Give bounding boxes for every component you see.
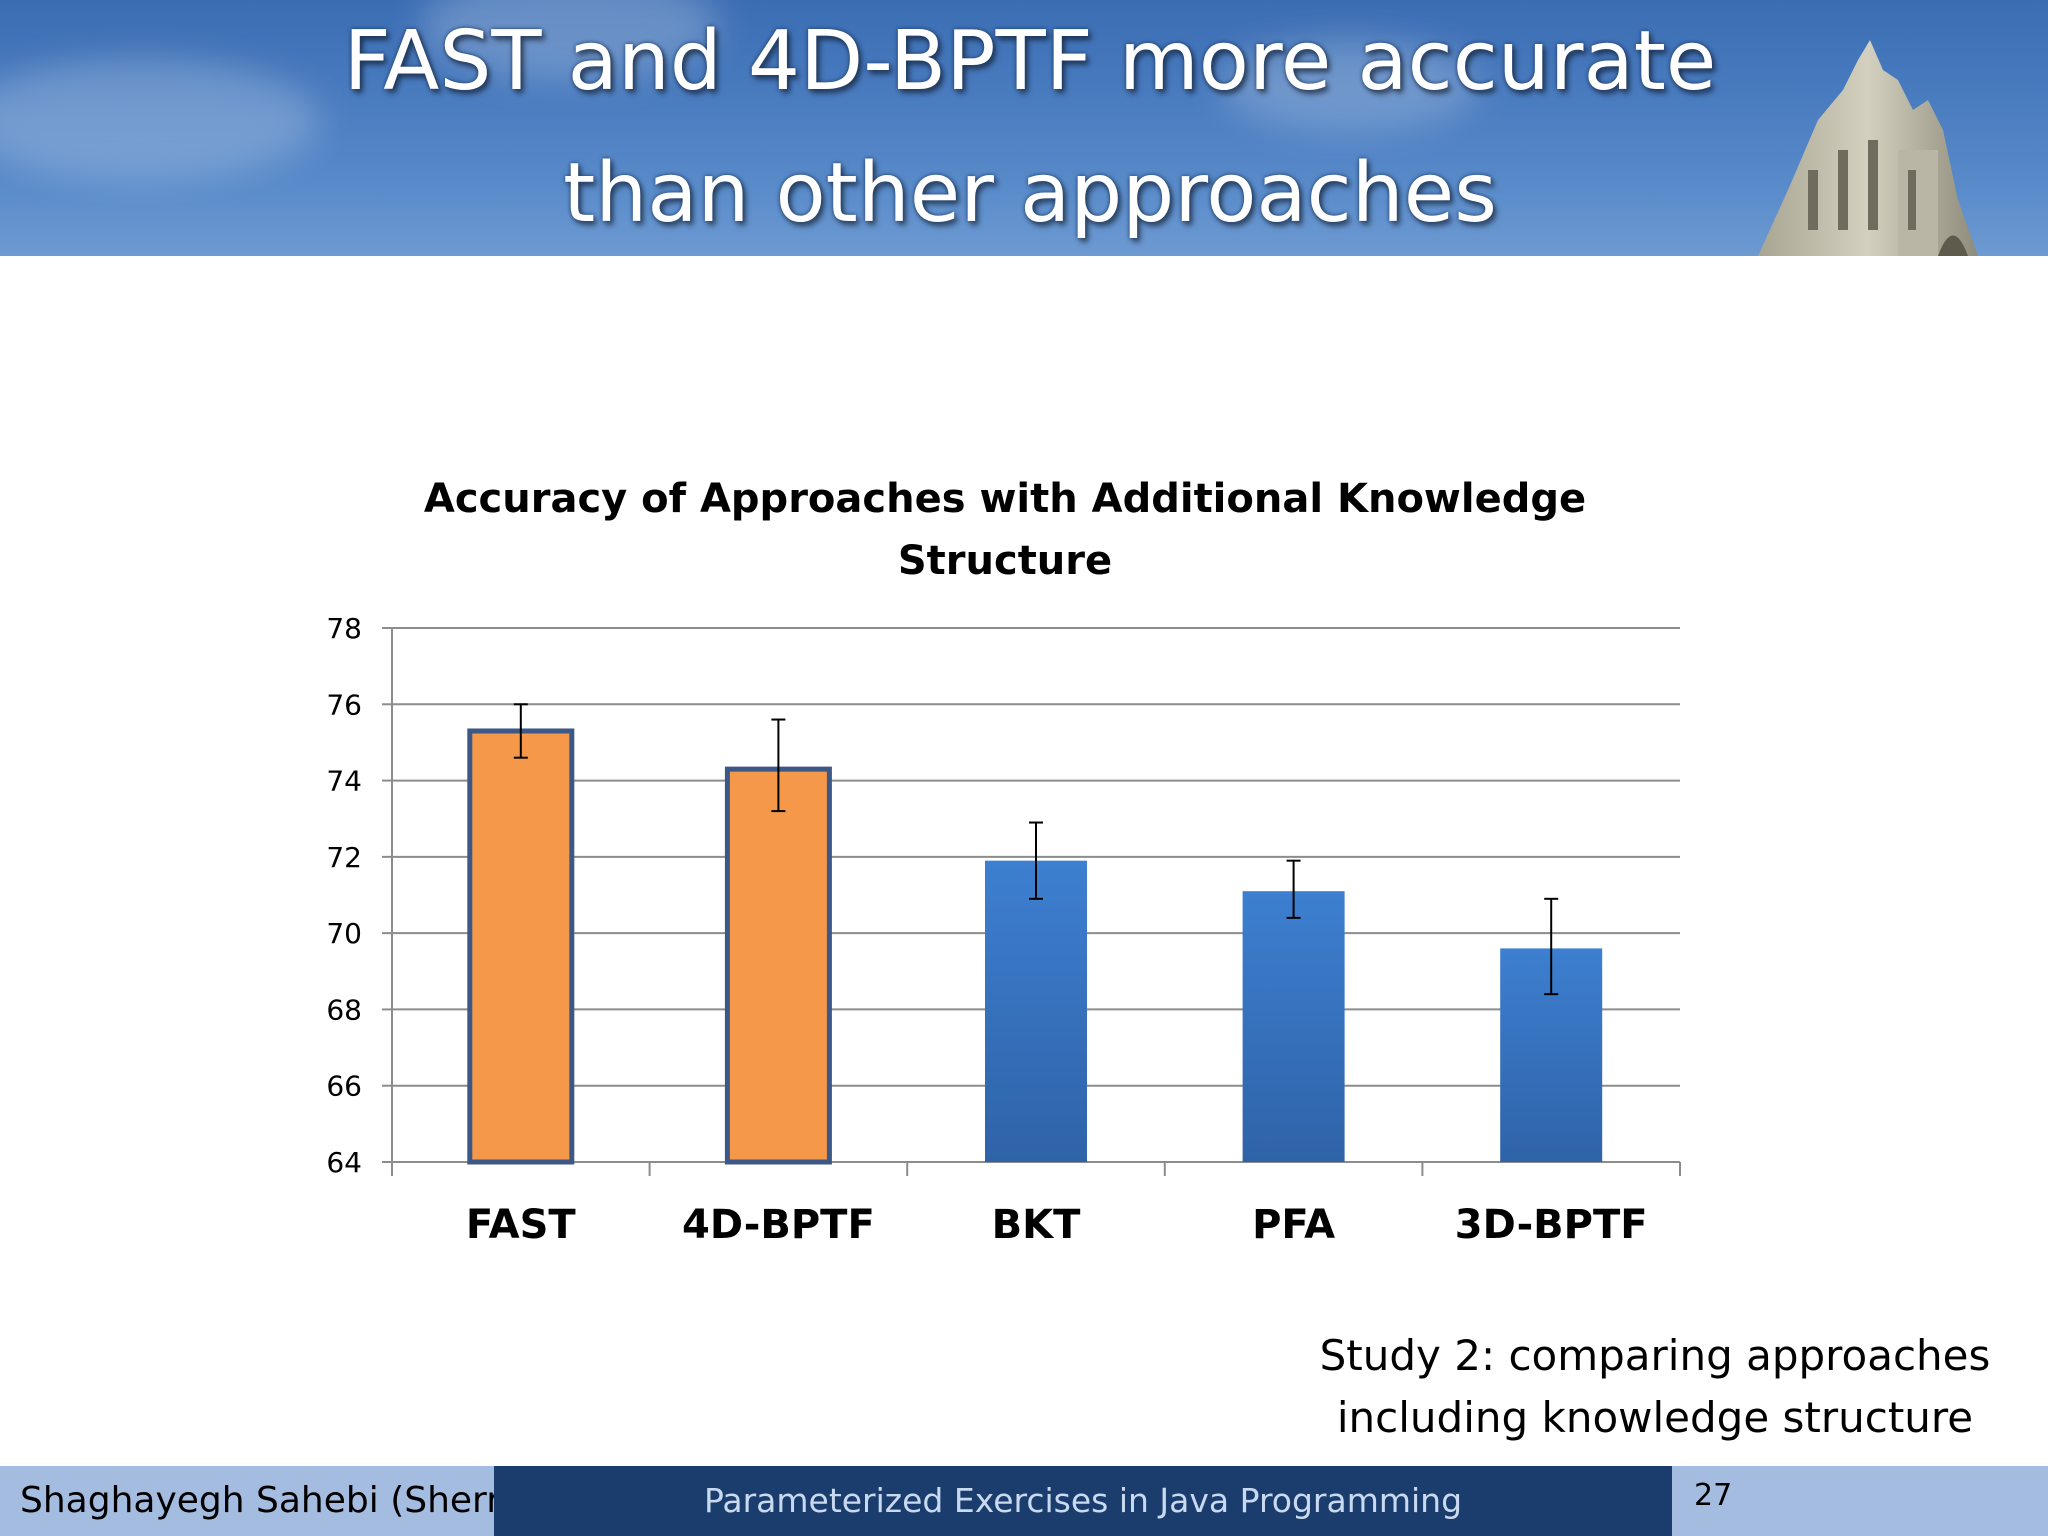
caption-line: Study 2: comparing approaches xyxy=(1319,1331,1991,1380)
accuracy-bar-chart: 64 66 68 70 72 74 76 78 FAST 4D-BPTF BKT PFA 3D-BPTF xyxy=(326,612,1681,1248)
slide-title-line: FAST and 4D-BPTF more accurate xyxy=(343,14,1717,109)
chart-title: Accuracy of Approaches with Additional K… xyxy=(300,468,1710,592)
caption-line: including knowledge structure xyxy=(1336,1393,1974,1442)
y-tick-label: 72 xyxy=(326,841,362,874)
chart-title-line: Structure xyxy=(897,538,1113,584)
slide-title: FAST and 4D-BPTF more accurate than othe… xyxy=(150,0,1910,256)
x-category-label: 3D-BPTF xyxy=(1455,1202,1648,1248)
y-tick-label: 74 xyxy=(326,765,362,798)
y-tick-label: 68 xyxy=(326,993,362,1026)
slide-footer: Shaghayegh Sahebi (Sherry) Parameterized… xyxy=(0,1466,2048,1536)
bar-pfa xyxy=(1242,891,1345,1162)
x-category-label: BKT xyxy=(992,1202,1081,1248)
cathedral-tower-image xyxy=(1758,40,1978,256)
y-tick-label: 64 xyxy=(326,1146,362,1179)
slide-header: FAST and 4D-BPTF more accurate than othe… xyxy=(0,0,2048,256)
footer-talk-title: Parameterized Exercises in Java Programm… xyxy=(494,1466,1672,1536)
y-tick-label: 76 xyxy=(326,688,362,721)
chart-title-line: Accuracy of Approaches with Additional K… xyxy=(423,476,1587,522)
bar-fast xyxy=(467,728,575,1165)
y-tick-label: 78 xyxy=(326,612,362,645)
footer-page-number: 27 xyxy=(1672,1466,2048,1536)
footer-author: Shaghayegh Sahebi (Sherry) xyxy=(0,1466,536,1536)
slide-title-line: than other approaches xyxy=(563,146,1497,241)
sky-cloud xyxy=(0,60,320,180)
study-caption: Study 2: comparing approaches including … xyxy=(1280,1325,2030,1449)
sky-cloud xyxy=(1220,40,1480,130)
y-tick-label: 66 xyxy=(326,1070,362,1103)
bar-bkt xyxy=(985,860,1087,1162)
x-category-label: PFA xyxy=(1252,1202,1335,1248)
x-category-label: FAST xyxy=(466,1202,577,1248)
x-category-label: 4D-BPTF xyxy=(682,1202,875,1248)
bar-4d-bptf xyxy=(724,766,832,1165)
y-tick-label: 70 xyxy=(326,917,362,950)
